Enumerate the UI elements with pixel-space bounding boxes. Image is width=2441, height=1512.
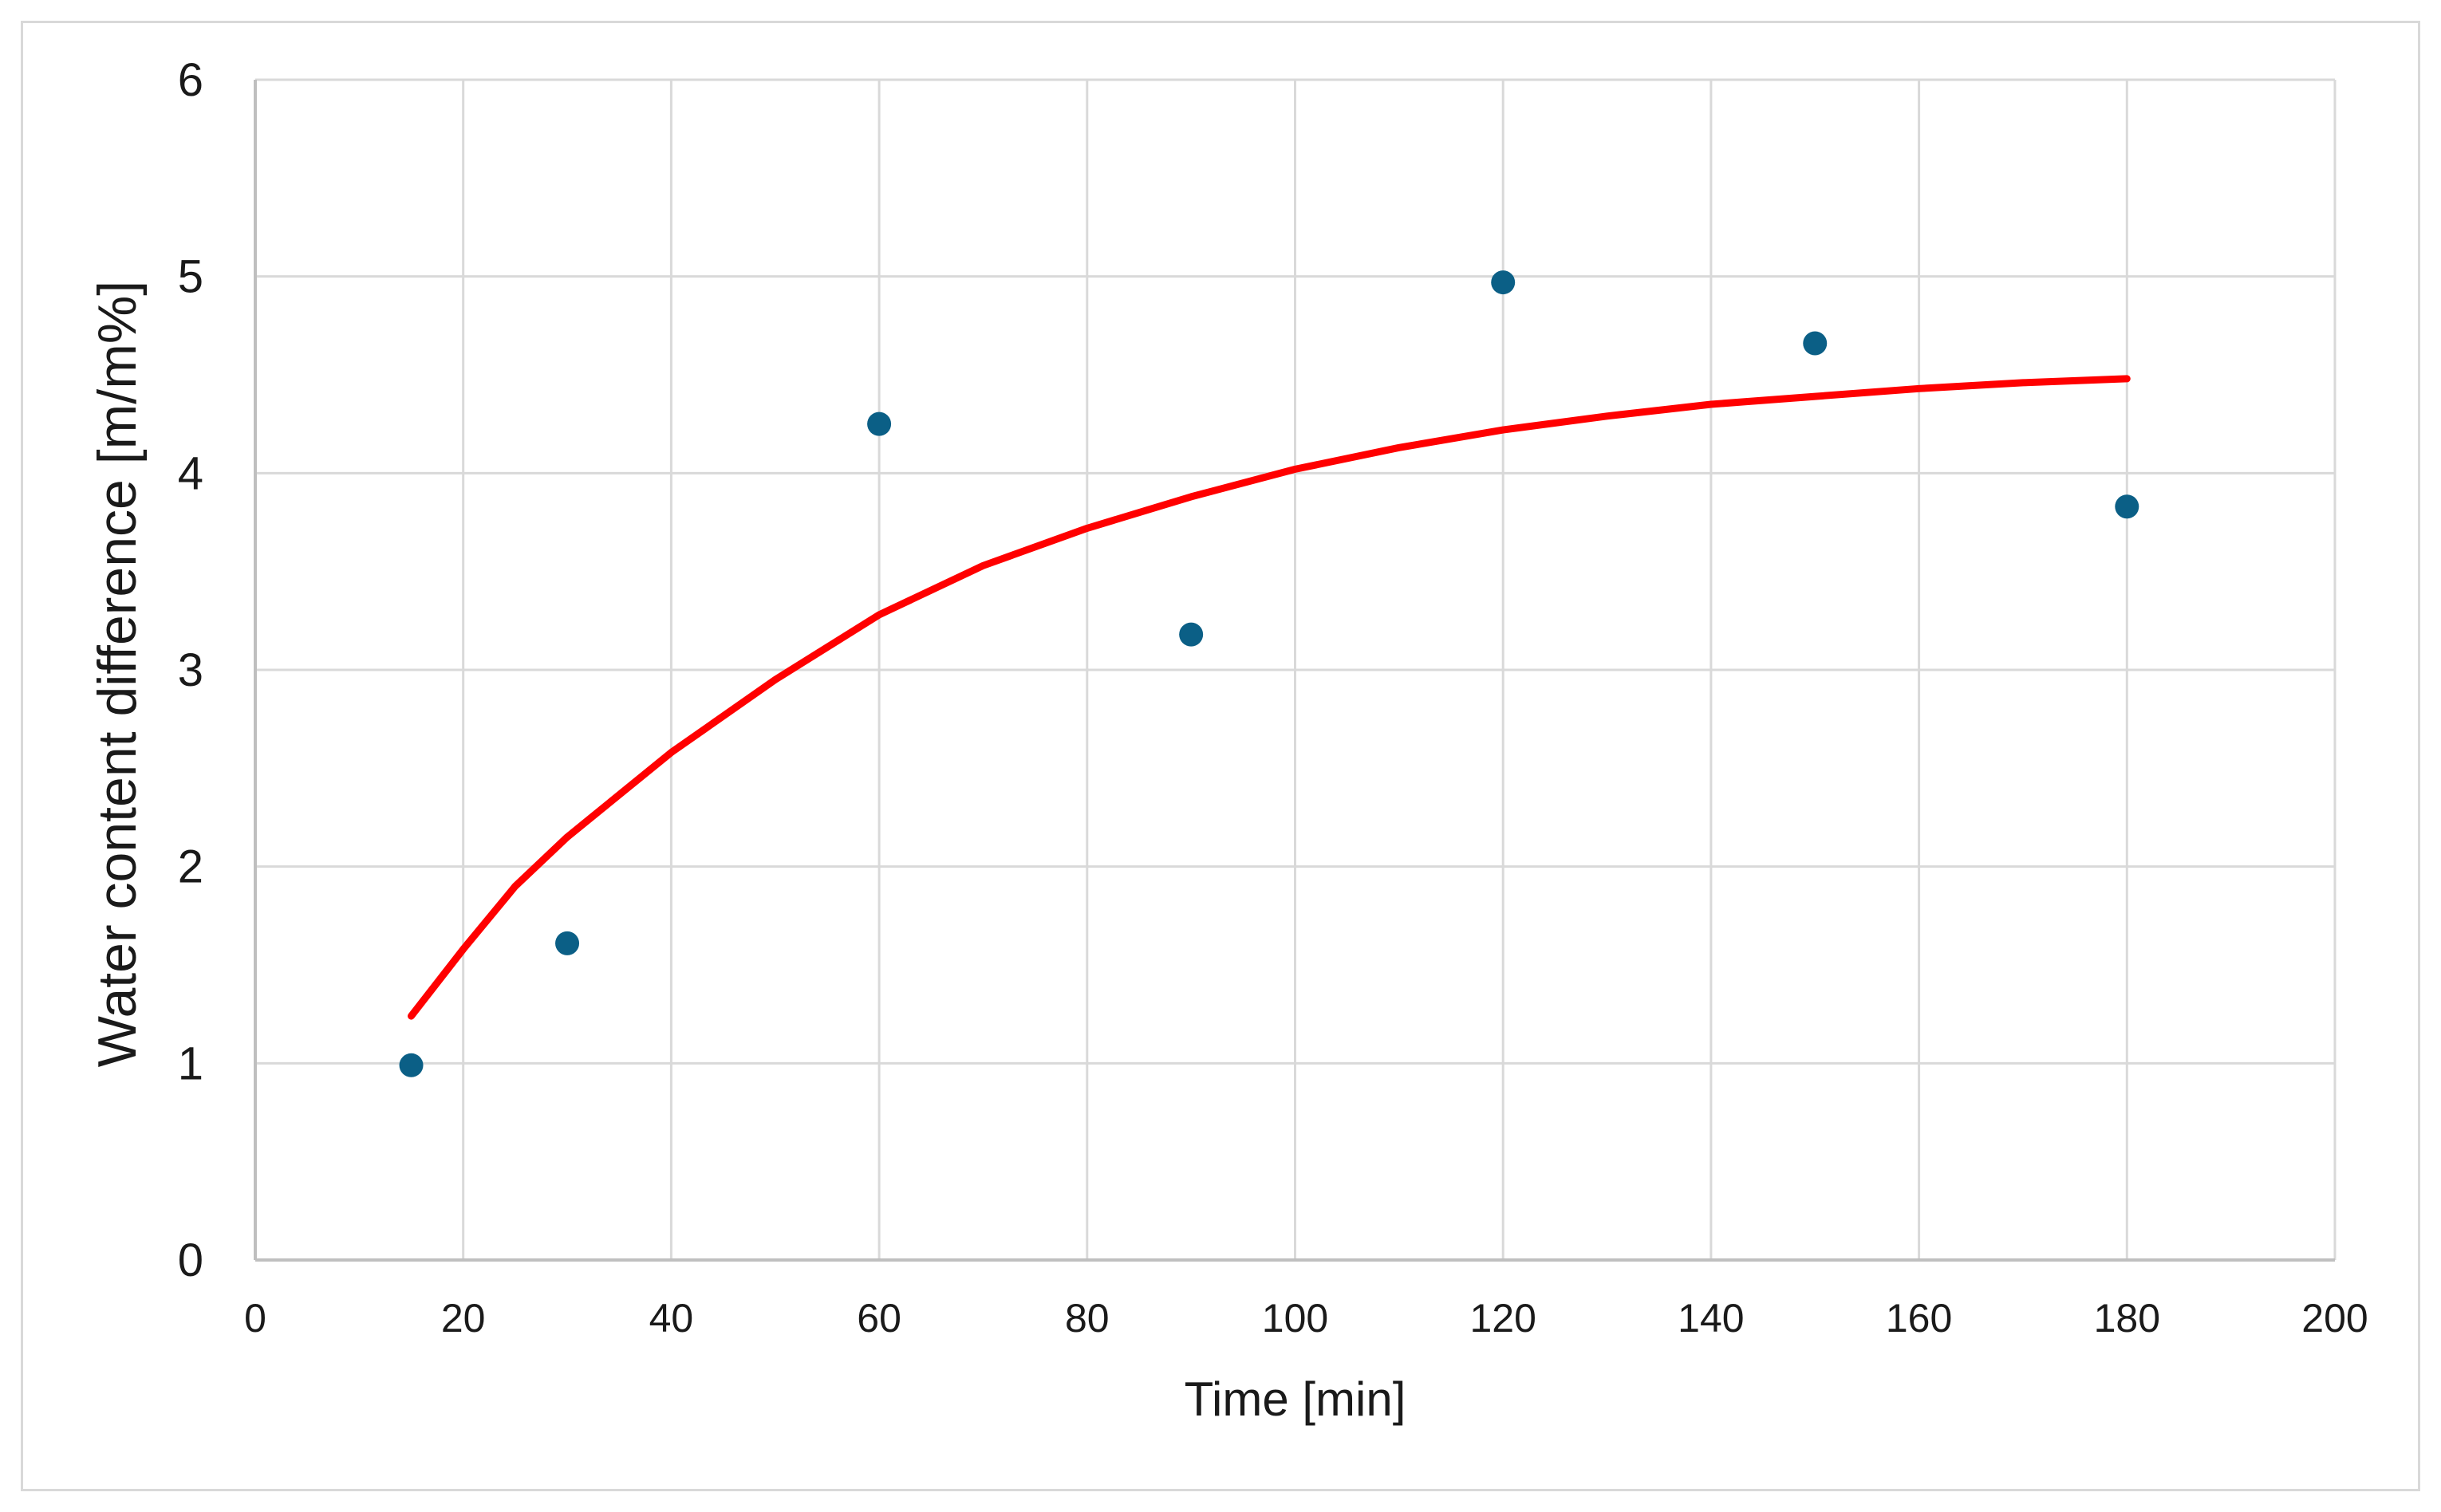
x-tick-label: 20: [441, 1296, 486, 1341]
data-point: [399, 1053, 424, 1077]
y-tick-label: 0: [178, 1234, 203, 1286]
x-tick-label: 120: [1469, 1296, 1536, 1341]
y-axis-title: Water content difference [m/m%]: [87, 281, 148, 1067]
y-tick-label: 3: [178, 644, 203, 696]
data-point: [1491, 270, 1516, 295]
x-tick-label: 60: [857, 1296, 901, 1341]
axes: [254, 80, 2335, 1262]
trend-line-layer: [408, 375, 2131, 1020]
y-tick-label: 2: [178, 841, 203, 893]
y-tick-label: 1: [178, 1038, 203, 1089]
data-points: [399, 270, 2139, 1077]
data-point: [1179, 622, 1204, 647]
data-point: [1803, 331, 1828, 356]
tick-labels: 0 20 40 60 80 100 120 140 160 180 200 0 1 2 3 4 5 6: [178, 54, 2368, 1341]
chart-frame: [21, 21, 2420, 1491]
x-tick-label: 140: [1678, 1296, 1744, 1341]
x-tick-label: 200: [2301, 1296, 2368, 1341]
y-tick-label: 6: [178, 54, 203, 106]
grid: [254, 78, 2336, 1262]
trend-line: [408, 375, 2131, 1020]
x-tick-label: 180: [2094, 1296, 2160, 1341]
x-tick-label: 0: [244, 1296, 266, 1341]
x-axis-title: Time [min]: [1185, 1372, 1406, 1426]
data-point: [867, 411, 892, 436]
x-tick-label: 80: [1065, 1296, 1110, 1341]
y-tick-label: 5: [178, 251, 203, 303]
data-point: [2115, 494, 2139, 519]
data-point: [555, 931, 580, 955]
x-tick-label: 100: [1262, 1296, 1328, 1341]
x-tick-label: 160: [1886, 1296, 1952, 1341]
y-tick-label: 4: [178, 447, 203, 499]
x-tick-label: 40: [649, 1296, 694, 1341]
